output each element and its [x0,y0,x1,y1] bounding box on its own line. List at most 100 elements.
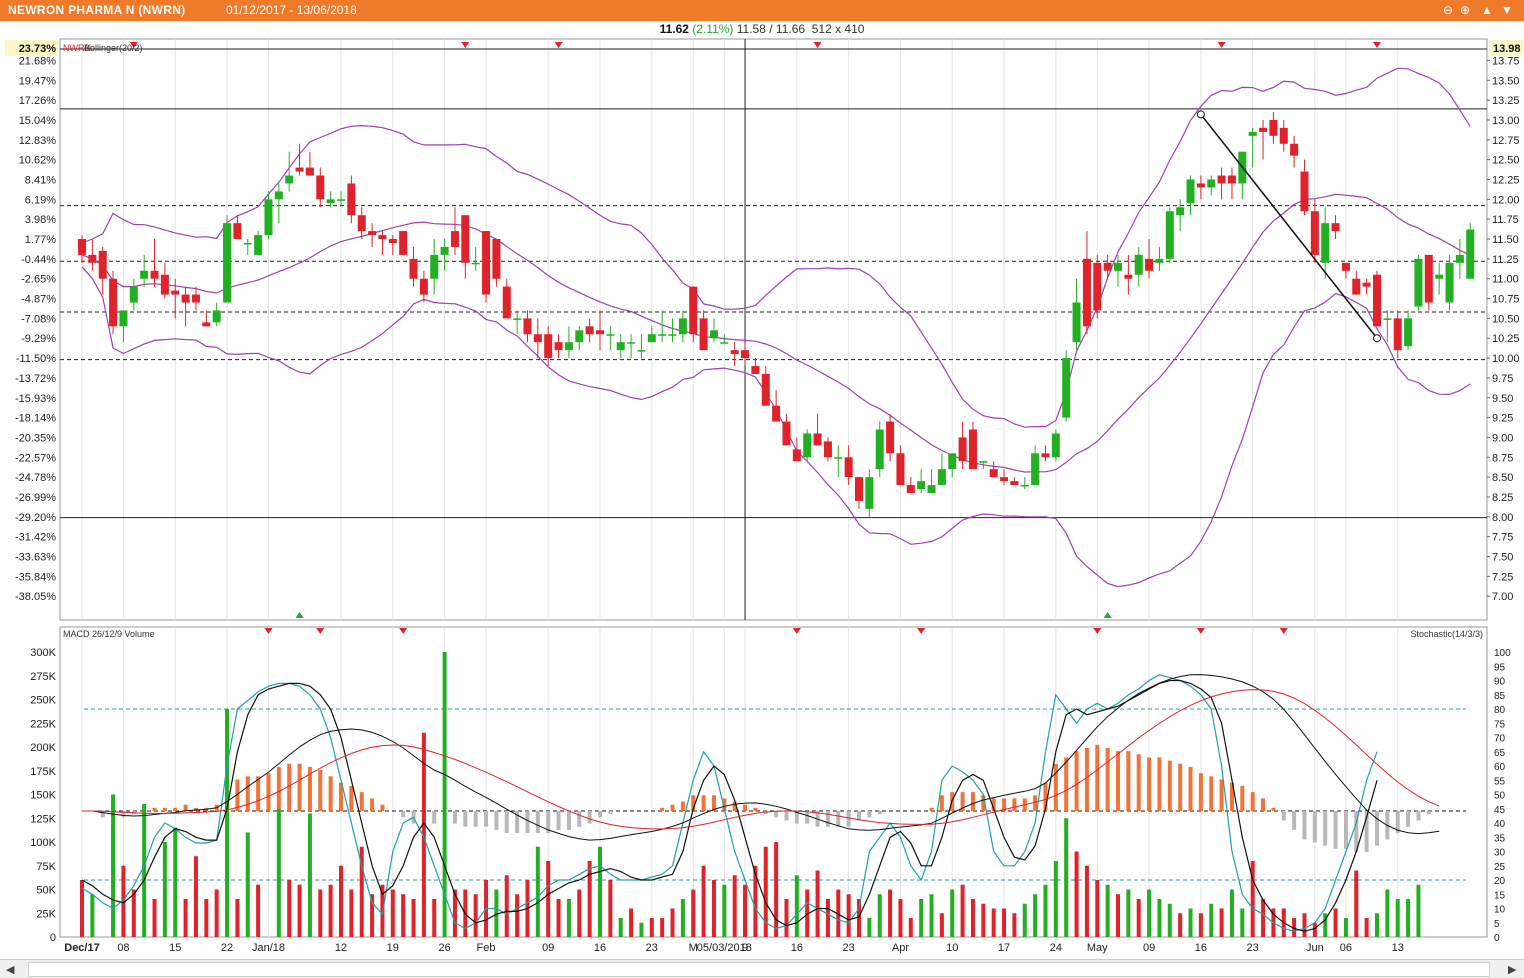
candle-up [937,469,946,486]
macd-histogram-positive [1126,751,1131,811]
volume-bar [618,918,623,937]
price-tick-label: 11.00 [1492,274,1519,286]
volume-bar [639,922,644,937]
x-axis-label: 09 [542,942,554,954]
volume-bar [297,884,302,937]
percent-tick-label: -13.72% [15,373,56,385]
volume-bar [152,899,157,937]
macd-histogram-positive [981,795,986,811]
candle-up [274,191,283,200]
candle-down [1259,127,1268,132]
macd-histogram-positive [1261,798,1266,811]
volume-bar [328,884,333,937]
candle-up [709,330,718,339]
candle-up [513,318,522,320]
candle-down [1279,127,1288,144]
candle-down [160,274,169,295]
candle-down [78,239,86,255]
top-price-label: 13.98 [1493,43,1521,55]
scroll-down-icon[interactable]: ▼ [1501,3,1513,17]
price-tick-label: 9.00 [1492,432,1513,444]
volume-bar [556,899,561,937]
percent-tick-label: -11.50% [16,353,56,365]
macd-histogram-positive [193,807,198,811]
candle-down [1331,223,1340,232]
candle-up [1445,262,1454,303]
price-tick-label: 12.00 [1492,194,1520,206]
candle-up [1155,258,1164,263]
buy-signal-marker [1103,612,1112,618]
candle-down [502,286,511,319]
candle-up [627,342,636,344]
candle-down [823,441,832,458]
macd-histogram-positive [1105,748,1110,811]
price-tick-label: 12.50 [1492,155,1520,167]
horizontal-scrollbar[interactable]: ◀ ▶ [0,959,1524,978]
candle-up [212,310,221,323]
volume-bar [1188,908,1193,937]
scroll-right-icon[interactable]: ▶ [1508,964,1517,976]
volume-bar [898,899,903,937]
candle-down [813,433,822,446]
candle-down [1341,262,1350,271]
x-axis-label: 09 [1143,942,1155,954]
price-tick-label: 13.00 [1492,115,1520,127]
candle-down [533,334,542,343]
price-tick-label: 8.50 [1492,472,1513,484]
price-tick-label: 13.75 [1492,55,1520,67]
macd-histogram-negative [452,811,457,824]
date-range: 01/12/2017 - 13/06/2018 [226,3,357,17]
volume-tick-label: 25K [36,908,56,920]
volume-bar [1074,851,1079,937]
candle-down [1373,274,1381,327]
percent-tick-label: -15.93% [15,393,56,405]
volume-bar [390,889,395,937]
zoom-out-icon[interactable]: ⊖ [1442,3,1454,17]
macd-histogram-negative [577,811,582,827]
volume-bar [857,899,861,937]
candle-down [1310,211,1319,255]
x-axis-label: 08 [117,942,129,954]
x-axis-label: Apr [892,942,909,954]
candle-down [741,350,750,359]
candle-down [181,294,190,303]
macd-histogram-negative [608,811,613,815]
x-axis-label: 19 [387,942,399,954]
price-tick-label: 7.75 [1492,532,1513,544]
candle-down [886,421,895,454]
volume-bar [546,861,551,937]
macd-histogram-negative [546,811,551,834]
zoom-in-icon[interactable]: ⊕ [1459,3,1471,17]
volume-bar [877,894,882,937]
scroll-up-icon[interactable]: ▲ [1481,3,1493,17]
volume-bar [867,918,872,937]
price-tick-label: 8.00 [1492,512,1513,524]
volume-bar [939,913,944,937]
macd-histogram-positive [297,763,302,811]
stochastic-label: Stochastic(14/3/3) [1410,629,1483,639]
percent-tick-label: -31.42% [15,532,56,544]
candle-down [1227,175,1236,184]
window-title: NEWRON PHARMA N (NWRN) [8,3,186,17]
candle-up [140,270,149,279]
volume-bar [494,889,499,937]
macd-line [82,674,1440,841]
scrollbar-thumb[interactable] [28,962,1490,977]
trendline [1200,113,1378,339]
candle-down [1362,282,1371,287]
volume-bar [888,889,893,937]
macd-histogram-negative [1395,811,1400,834]
volume-bar [421,732,426,937]
volume-bar [307,813,312,937]
volume-bar [473,894,478,937]
scroll-left-icon[interactable]: ◀ [6,964,15,976]
macd-histogram-positive [722,798,727,811]
price-tick-label: 9.50 [1492,393,1513,405]
macd-histogram-negative [515,811,520,834]
volume-bar [1250,861,1255,937]
candle-up [948,453,957,470]
macd-histogram-negative [100,811,105,818]
candle-up [326,199,335,204]
candle-down [305,167,314,176]
